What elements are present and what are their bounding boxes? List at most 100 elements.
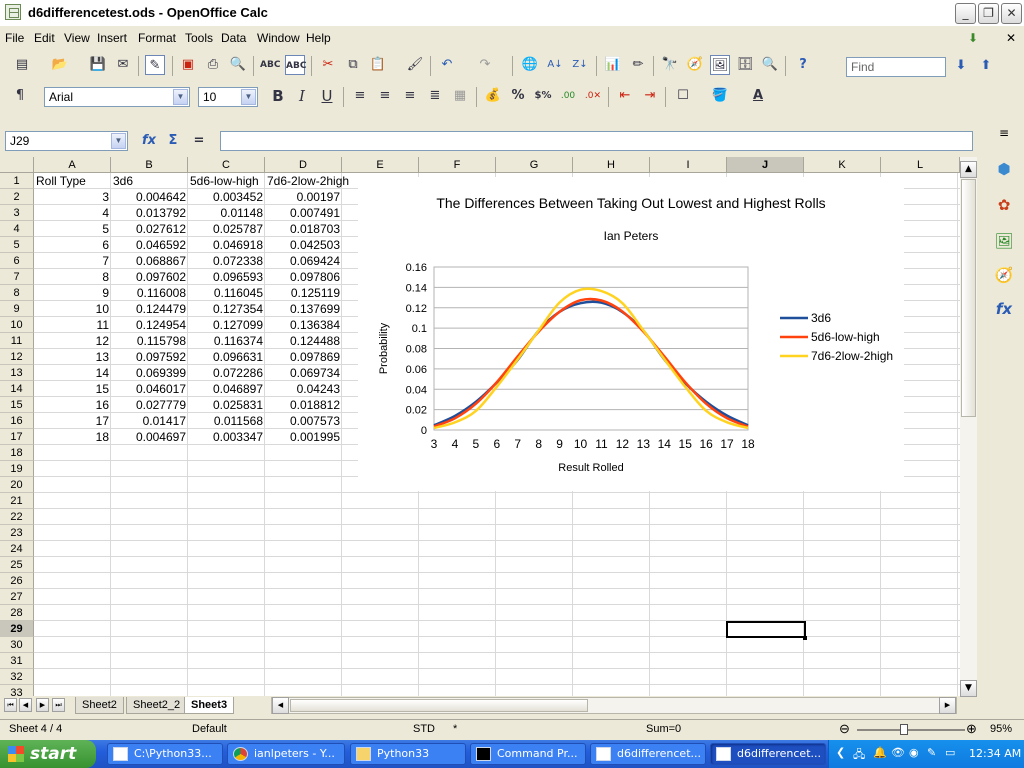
gallery-side-icon[interactable]: 🖼 [994, 232, 1014, 250]
underline-icon[interactable]: U [321, 87, 333, 105]
row-header-33[interactable]: 33 [0, 685, 34, 696]
help-icon[interactable]: ? [799, 57, 807, 72]
styles-formatting-icon[interactable]: ✿ [997, 196, 1011, 214]
table-cell[interactable]: 0.003452 [212, 190, 263, 204]
table-cell[interactable]: 0.137699 [289, 302, 340, 316]
table-cell[interactable]: 13 [95, 350, 109, 364]
row-header-6[interactable]: 6 [0, 253, 34, 269]
table-cell[interactable]: 0.01417 [142, 414, 186, 428]
corner-select-all[interactable] [0, 157, 34, 173]
table-cell[interactable]: 18 [95, 430, 109, 444]
scroll-up-icon[interactable]: ▲ [960, 161, 977, 178]
bold-icon[interactable]: B [272, 87, 284, 105]
table-cell[interactable]: 0.136384 [289, 318, 340, 332]
row-header-15[interactable]: 15 [0, 397, 34, 413]
row-header-4[interactable]: 4 [0, 221, 34, 237]
row-header-2[interactable]: 2 [0, 189, 34, 205]
table-header-cell[interactable]: 5d6-low-high [190, 174, 259, 188]
scroll-right-icon[interactable]: ▶ [939, 697, 956, 714]
table-cell[interactable]: 0.096593 [212, 270, 263, 284]
fill-handle[interactable] [803, 636, 807, 640]
start-button[interactable]: start [0, 740, 96, 768]
table-cell[interactable]: 15 [95, 382, 109, 396]
edit-file-icon[interactable]: ✎ [145, 55, 165, 75]
sort-descending-icon[interactable]: Z↓ [572, 59, 588, 70]
find-previous-icon[interactable]: ⬆ [980, 58, 992, 73]
table-cell[interactable]: 0.013792 [135, 206, 186, 220]
table-cell[interactable]: 0.097869 [289, 350, 340, 364]
zoom-level[interactable]: 95% [990, 723, 1013, 735]
minimize-button[interactable]: _ [955, 3, 976, 24]
tray-network-icon[interactable]: 🖧 [853, 748, 866, 761]
table-cell[interactable]: 0.125119 [290, 286, 340, 300]
col-header-j[interactable]: J [727, 157, 804, 173]
scroll-down-icon[interactable]: ▼ [960, 680, 977, 697]
find-input[interactable]: Find [846, 57, 946, 77]
col-header-d[interactable]: D [265, 157, 342, 173]
row-header-30[interactable]: 30 [0, 637, 34, 653]
first-sheet-icon[interactable]: ⏮ [4, 698, 17, 712]
row-header-20[interactable]: 20 [0, 477, 34, 493]
table-cell[interactable]: 14 [95, 366, 109, 380]
print-icon[interactable]: ⎙ [207, 57, 219, 72]
find-next-icon[interactable]: ⬇ [955, 58, 967, 73]
table-cell[interactable]: 0.027779 [135, 398, 186, 412]
col-header-i[interactable]: I [650, 157, 727, 173]
name-box-dropdown-icon[interactable]: ▼ [111, 133, 126, 149]
sheet-tab-sheet2-2[interactable]: Sheet2_2 [126, 697, 188, 714]
table-cell[interactable]: 0.116374 [213, 334, 263, 348]
row-header-25[interactable]: 25 [0, 557, 34, 573]
cut-icon[interactable]: ✂ [322, 57, 334, 72]
merge-cells-icon[interactable]: ▦ [453, 88, 467, 103]
table-cell[interactable]: 8 [102, 270, 109, 284]
data-sources-icon[interactable]: 🗄 [736, 57, 754, 72]
col-header-g[interactable]: G [496, 157, 573, 173]
table-header-cell[interactable]: 7d6-2low-2high [267, 174, 350, 188]
menu-format[interactable]: Format [138, 31, 177, 45]
properties-cube-icon[interactable]: ⬢ [997, 160, 1011, 178]
table-cell[interactable]: 0.069424 [289, 254, 340, 268]
size-dropdown-icon[interactable]: ▼ [241, 89, 256, 105]
insert-chart-icon[interactable]: 📊 [604, 57, 622, 72]
zoom-out-icon[interactable]: ⊖ [839, 721, 850, 736]
table-cell[interactable]: 0.042503 [289, 238, 340, 252]
table-cell[interactable]: 0.124488 [289, 334, 340, 348]
col-header-b[interactable]: B [111, 157, 188, 173]
table-cell[interactable]: 0.124479 [135, 302, 186, 316]
close-button[interactable]: ✕ [1001, 3, 1022, 24]
page-preview-icon[interactable]: 🔍 [229, 57, 247, 72]
delete-decimal-icon[interactable]: .0✕ [584, 91, 602, 101]
font-color-icon[interactable]: A [752, 88, 764, 103]
table-cell[interactable]: 0.046017 [135, 382, 186, 396]
tray-eye-icon[interactable]: 👁 [891, 746, 905, 759]
row-header-7[interactable]: 7 [0, 269, 34, 285]
row-header-12[interactable]: 12 [0, 349, 34, 365]
row-header-14[interactable]: 14 [0, 381, 34, 397]
row-header-19[interactable]: 19 [0, 461, 34, 477]
italic-icon[interactable]: I [299, 87, 305, 105]
scroll-left-icon[interactable]: ◀ [272, 697, 289, 714]
show-draw-functions-icon[interactable]: ✏ [632, 57, 644, 72]
add-decimal-icon[interactable]: .00 [560, 91, 576, 101]
row-header-21[interactable]: 21 [0, 493, 34, 509]
zoom-icon[interactable]: 🔍 [761, 57, 779, 72]
table-cell[interactable]: 0.097806 [289, 270, 340, 284]
spreadsheet-grid[interactable]: A B C D E F G H I J K L 1 2 3 4 5 6 7 8 9 10 11 12 1… [0, 157, 977, 696]
table-cell[interactable]: 0.069734 [289, 366, 340, 380]
tray-tool-icon[interactable]: ✎ [927, 746, 937, 759]
col-header-a[interactable]: A [34, 157, 111, 173]
table-cell[interactable]: 0.001995 [289, 430, 340, 444]
background-color-icon[interactable]: 🪣 [711, 88, 729, 103]
horizontal-scrollbar[interactable]: ◀ ▶ [271, 697, 957, 714]
redo-icon[interactable]: ↷ [479, 57, 491, 72]
table-cell[interactable]: 0.096631 [212, 350, 263, 364]
zoom-slider[interactable] [857, 729, 965, 731]
email-icon[interactable]: ✉ [117, 57, 129, 72]
table-cell[interactable]: 10 [95, 302, 109, 316]
table-cell[interactable]: 0.097592 [135, 350, 186, 364]
align-right-icon[interactable]: ≡ [404, 88, 416, 103]
row-header-28[interactable]: 28 [0, 605, 34, 621]
table-cell[interactable]: 0.116008 [136, 286, 186, 300]
menu-insert[interactable]: Insert [97, 31, 128, 45]
row-header-24[interactable]: 24 [0, 541, 34, 557]
